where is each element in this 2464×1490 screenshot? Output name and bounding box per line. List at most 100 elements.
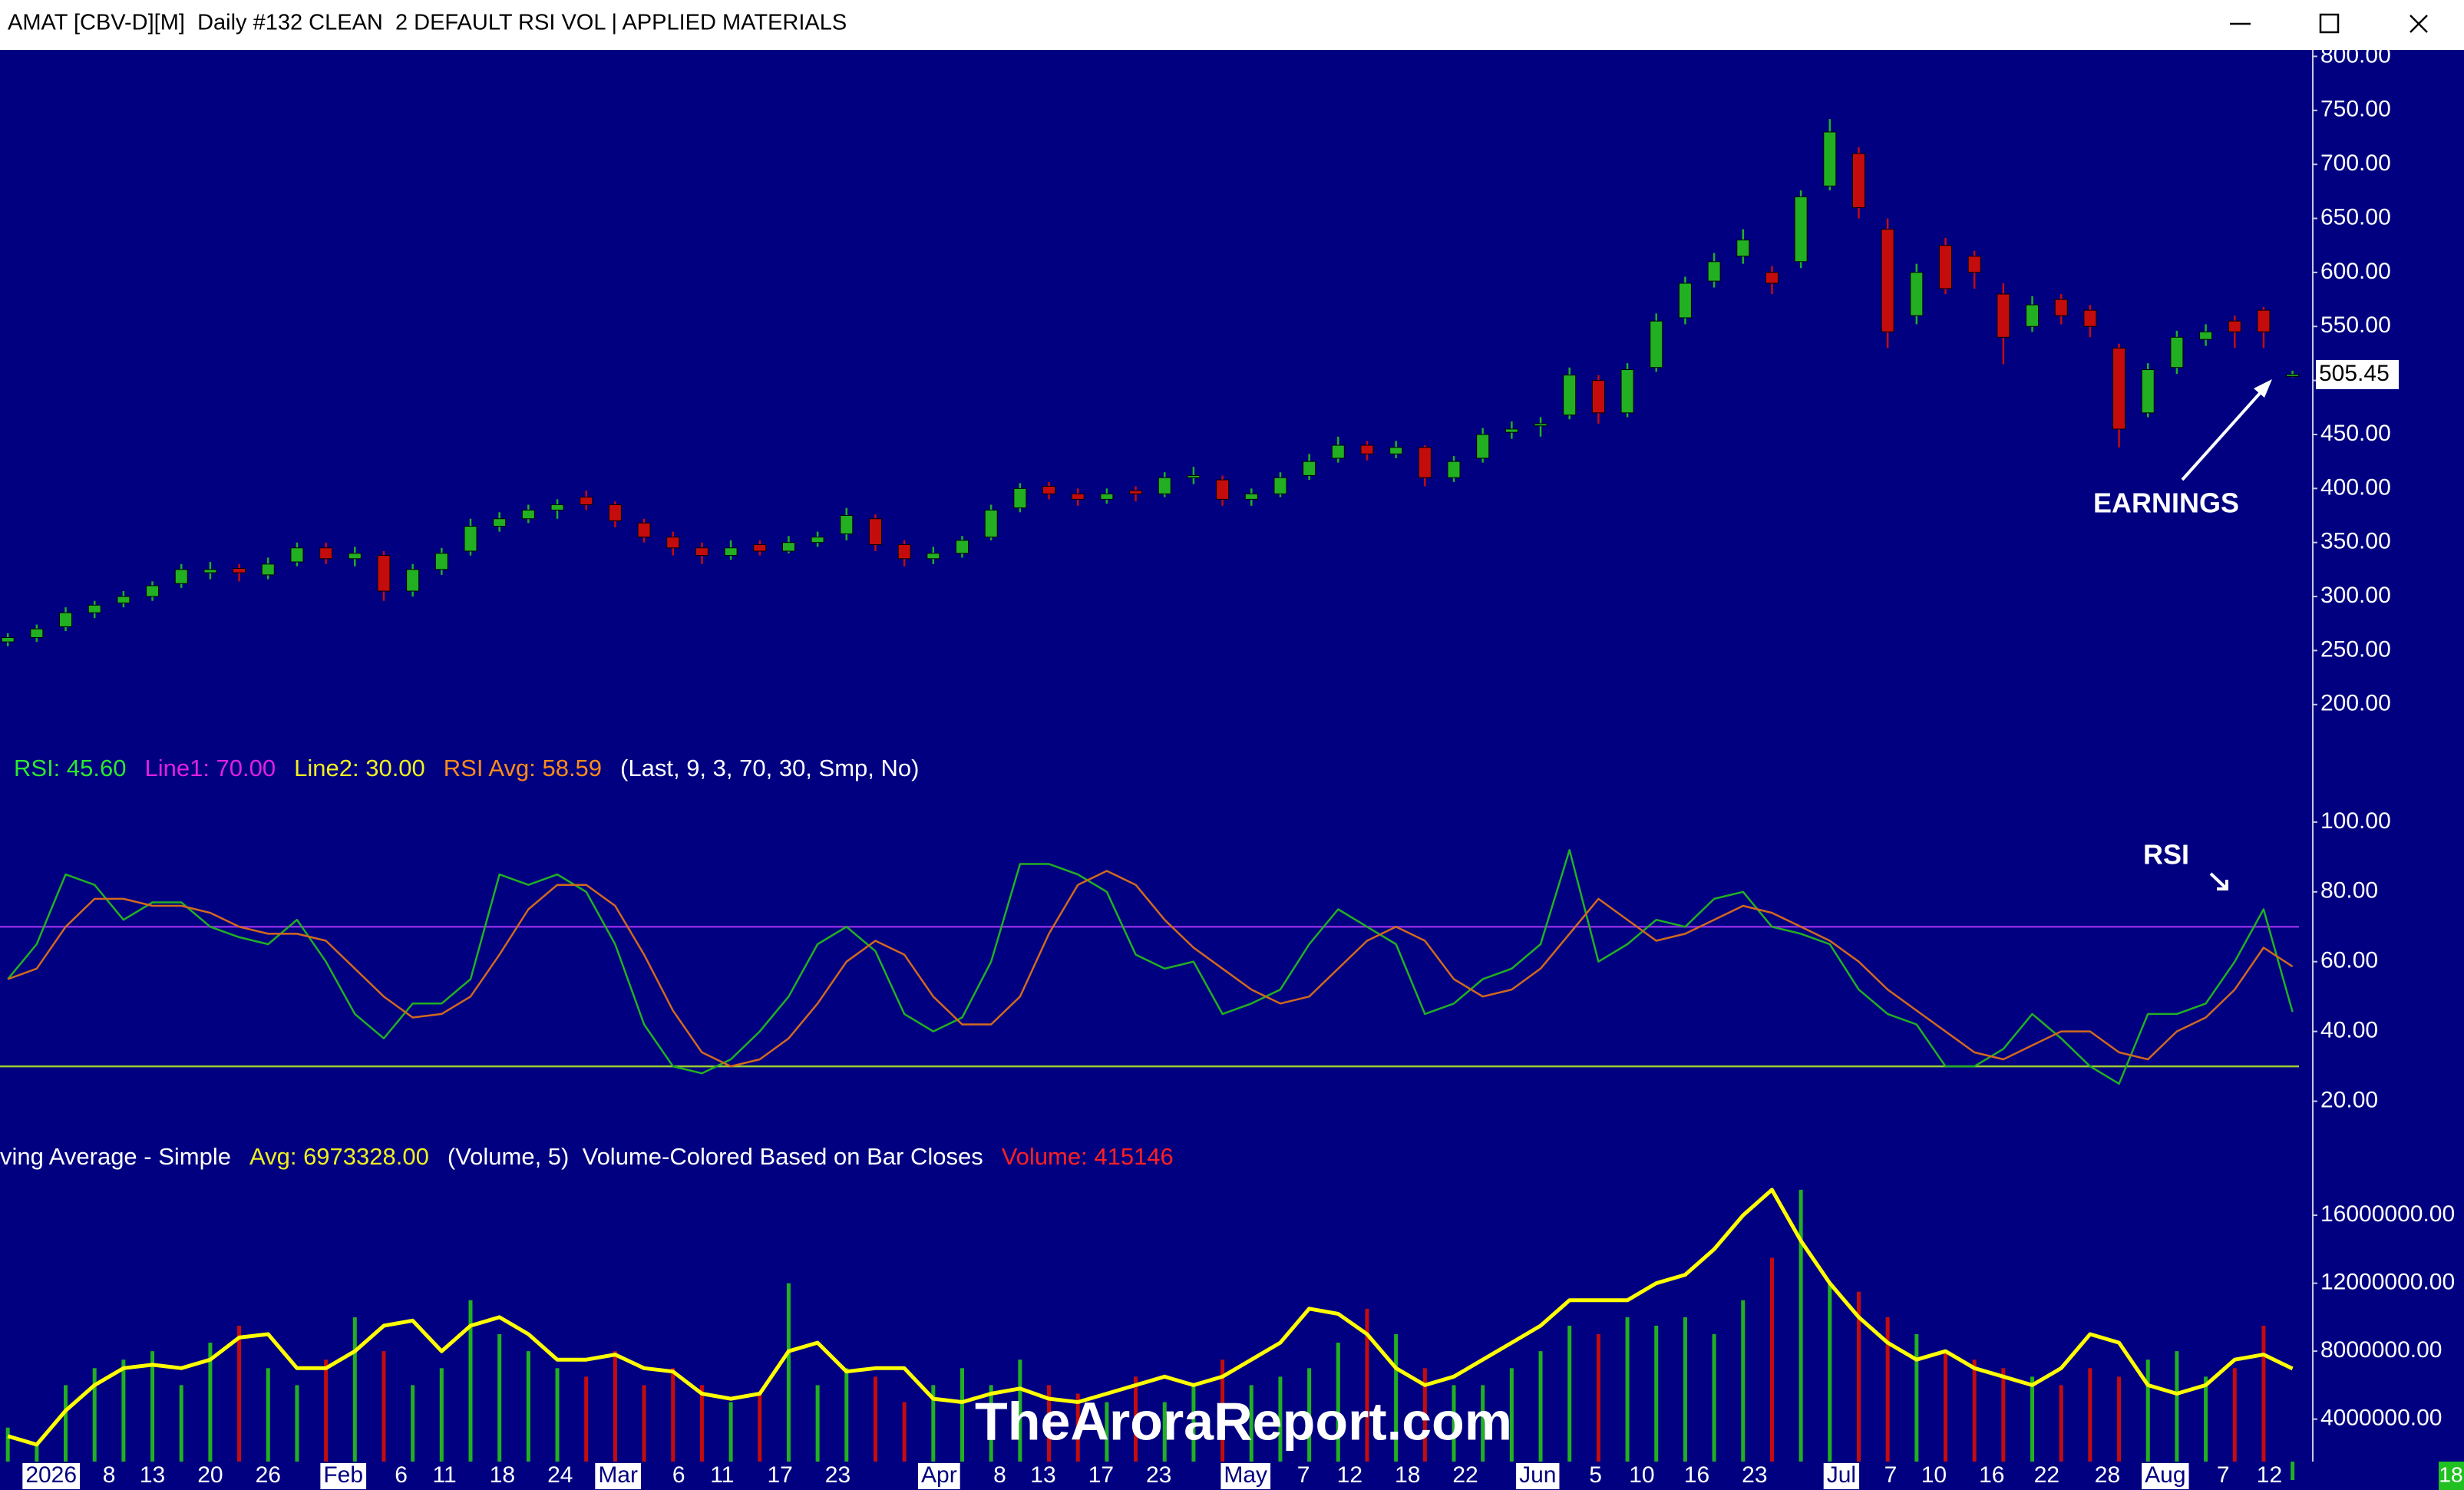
candle-body (1129, 490, 1143, 494)
x-tick-label: 23 (1742, 1462, 1767, 1488)
corner-badge: 18 (2439, 1462, 2462, 1486)
volume-bar (526, 1351, 530, 1462)
candle-body (1678, 282, 1692, 319)
close-button[interactable] (2410, 15, 2428, 33)
y-tick-label: 4000000.00 (2320, 1406, 2443, 1431)
candle-body (926, 553, 940, 560)
volume-bar (989, 1385, 993, 1462)
annotation-arrow (2181, 382, 2270, 481)
x-tick-box (595, 1463, 641, 1489)
volume-bar (1278, 1376, 1283, 1462)
candle-body (1591, 380, 1605, 414)
x-tick-label: 2026 (25, 1462, 77, 1488)
volume-bar (324, 1360, 329, 1462)
volume-bar (1249, 1385, 1253, 1462)
y-tick-label: 40.00 (2320, 1018, 2378, 1043)
candle-body (1216, 479, 1230, 500)
volume-bar (699, 1385, 704, 1462)
volume-bar (1914, 1334, 1919, 1462)
candle-body (233, 567, 246, 573)
candle-body (2083, 309, 2097, 327)
x-tick-label: Aug (2145, 1462, 2185, 1488)
volume-bar (381, 1351, 386, 1462)
candle-body (1620, 369, 1634, 414)
x-tick-label: May (1224, 1462, 1267, 1488)
x-tick-label: 11 (710, 1462, 734, 1488)
annotation-arrow (2209, 872, 2228, 890)
volume-bar (758, 1393, 762, 1462)
x-tick-box (1220, 1463, 1271, 1489)
x-tick-label: Feb (323, 1462, 363, 1488)
y-tick-label: 750.00 (2320, 97, 2391, 122)
volume-bar (2291, 1462, 2295, 1481)
volume-bar (266, 1368, 270, 1462)
candle-body (2141, 369, 2155, 414)
y-tick-label: 250.00 (2320, 636, 2391, 662)
candle-body (146, 585, 160, 597)
volume-bar (2001, 1368, 2006, 1462)
candle-body (2228, 320, 2241, 332)
candle-body (897, 544, 911, 560)
maximize-button[interactable] (2319, 13, 2340, 34)
x-tick-box (1516, 1463, 1560, 1489)
candle-body (493, 518, 507, 527)
x-tick-label: 13 (140, 1462, 165, 1488)
volume-bar (1336, 1343, 1340, 1462)
volume-bar (352, 1317, 357, 1462)
y-tick-label: 350.00 (2320, 529, 2391, 554)
volume-bar (295, 1385, 299, 1462)
candle-body (550, 504, 564, 510)
candle-body (88, 604, 101, 613)
candle-body (348, 553, 362, 560)
x-tick-label: 7 (2217, 1462, 2230, 1488)
volume-bar (584, 1376, 589, 1462)
candle-body (2054, 299, 2068, 316)
volume-bar (2117, 1376, 2122, 1462)
volume-bar (1075, 1393, 1080, 1462)
volume-bar (208, 1343, 213, 1462)
volume-bar (844, 1368, 849, 1462)
volume-bar (64, 1385, 68, 1462)
candle-body (1736, 240, 1750, 257)
candle-body (580, 497, 593, 505)
header-item: ving Average - Simple (0, 1143, 231, 1170)
title-bar (0, 0, 2464, 50)
x-tick-label: 18 (1395, 1462, 1420, 1488)
volume-bar (2261, 1325, 2266, 1462)
candle-body (2286, 374, 2300, 377)
volume-bar (613, 1351, 617, 1462)
volume-bar (815, 1385, 820, 1462)
x-tick-label: Mar (598, 1462, 638, 1488)
volume-bar (1452, 1385, 1456, 1462)
candle-body (811, 537, 824, 543)
candle-body (868, 518, 882, 546)
header-item: (Volume, 5) Volume-Colored Based on Bar … (448, 1143, 983, 1170)
candle-body (1360, 444, 1374, 454)
candle-body (1765, 272, 1779, 284)
x-tick-label: 12 (1337, 1462, 1362, 1488)
volume-bar (1481, 1385, 1485, 1462)
candle-body (434, 553, 448, 570)
candle-body (1158, 477, 1171, 494)
volume-bar (671, 1368, 675, 1462)
volume-bar (237, 1325, 242, 1462)
candle-body (637, 522, 651, 538)
y-tick-label: 20.00 (2320, 1087, 2378, 1112)
candle-body (1, 637, 15, 643)
header-item: Line1: 70.00 (144, 755, 276, 781)
header-item: RSI: 45.60 (14, 755, 126, 781)
x-tick-label: 23 (825, 1462, 851, 1488)
volume-bar (2088, 1368, 2092, 1462)
candle-body (30, 628, 44, 639)
candle-body (1244, 493, 1258, 500)
volume-bar (179, 1385, 183, 1462)
annotation: RSI (2143, 839, 2189, 871)
volume-bar (1625, 1317, 1630, 1462)
volume-bar (1769, 1257, 1774, 1462)
volume-bar (1944, 1351, 1948, 1462)
volume-bar (1220, 1360, 1225, 1462)
y-tick-label: 400.00 (2320, 474, 2391, 500)
volume-bar (873, 1376, 877, 1462)
x-tick-box (320, 1463, 367, 1489)
volume-bar (150, 1351, 155, 1462)
